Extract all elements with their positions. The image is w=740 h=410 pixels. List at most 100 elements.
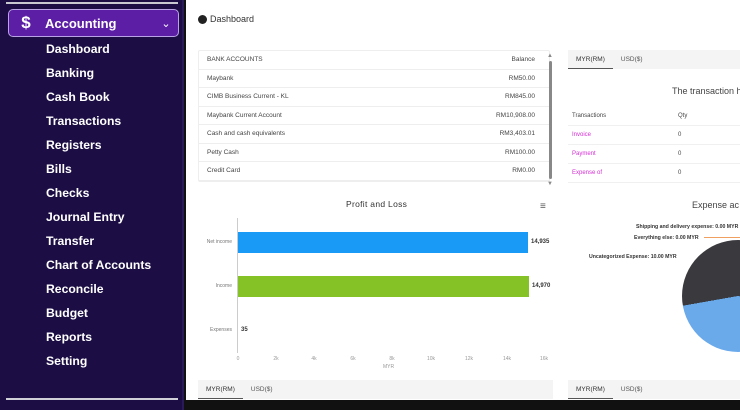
sidebar-item-dashboard[interactable]: Dashboard — [46, 42, 110, 56]
x-tick: 4k — [311, 356, 317, 362]
pie-label: Uncategorized Expense: 10.00 MYR — [589, 254, 677, 260]
tab-usd[interactable]: USD($) — [620, 386, 643, 393]
chart-menu-icon[interactable]: ≡ — [540, 201, 546, 212]
section-label: Accounting — [45, 15, 117, 31]
scroll-thumb[interactable] — [548, 61, 552, 179]
chevron-down-icon[interactable]: ⌄ — [161, 17, 171, 30]
transaction-link[interactable]: Expense of — [572, 170, 603, 176]
divider — [6, 2, 178, 4]
tab-usd[interactable]: USD($) — [250, 386, 273, 393]
value-label: 14,935 — [531, 239, 550, 245]
chart-title: Profit and Loss — [346, 199, 408, 209]
table-row: Expense of 0 — [568, 164, 740, 183]
sidebar-item-checks[interactable]: Checks — [46, 186, 90, 200]
dashboard-icon — [198, 14, 207, 24]
qty: 0 — [678, 132, 682, 138]
account-balance: RM845.00 — [505, 93, 535, 101]
sidebar-section-accounting[interactable]: $ Accounting ⌄ — [8, 9, 179, 37]
table-row[interactable]: Cash and cash equivalents RM3,403.01 — [199, 125, 549, 144]
sidebar-item-cash-book[interactable]: Cash Book — [46, 90, 110, 104]
tab-myr[interactable]: MYR(RM) — [568, 50, 613, 69]
sidebar: $ Accounting ⌄ Dashboard Banking Cash Bo… — [0, 0, 184, 410]
sidebar-item-reconcile[interactable]: Reconcile — [46, 282, 104, 296]
account-name: CIMB Business Current - KL — [207, 93, 289, 101]
account-balance: RM3,403.01 — [499, 130, 535, 138]
pie-label: Shipping and delivery expense: 0.00 MYR — [636, 224, 739, 230]
profit-loss-chart: Net income Income Expenses 14,935 14,970… — [186, 218, 556, 378]
expense-chart-title: Expense ac — [692, 200, 740, 210]
value-label: 14,970 — [532, 283, 551, 289]
account-name: Maybank — [207, 74, 234, 82]
account-name: Maybank Current Account — [207, 111, 282, 119]
transactions-title: The transaction h — [672, 86, 740, 96]
x-tick: 8k — [389, 356, 395, 362]
transactions-table: Transactions Qty Invoice 0 Payment 0 Expens… — [568, 107, 740, 183]
window-edge — [186, 400, 740, 410]
tab-myr[interactable]: MYR(RM) — [568, 380, 613, 399]
x-tick: 2k — [273, 356, 279, 362]
category-label: Expenses — [210, 327, 232, 333]
currency-tabs: MYR(RM) USD($) — [198, 380, 553, 399]
table-row[interactable]: Maybank Current Account RM10,908.00 — [199, 107, 549, 125]
sidebar-item-transfer[interactable]: Transfer — [46, 234, 95, 248]
account-balance: RM100.00 — [505, 148, 535, 156]
account-balance: RM50.00 — [508, 74, 535, 82]
bank-accounts-table: BANK ACCOUNTS Balance Maybank RM50.00 CIM… — [198, 50, 550, 182]
account-name: Petty Cash — [207, 148, 239, 156]
account-balance: RM10,908.00 — [495, 111, 535, 119]
category-label: Net income — [206, 239, 232, 245]
bar-net-income[interactable] — [238, 232, 528, 253]
table-header: Transactions Qty — [568, 107, 740, 126]
sidebar-item-registers[interactable]: Registers — [46, 138, 102, 152]
transaction-link[interactable]: Payment — [572, 151, 596, 157]
sidebar-item-reports[interactable]: Reports — [46, 330, 93, 344]
bar-income[interactable] — [238, 276, 529, 297]
qty: 0 — [678, 170, 682, 176]
account-name: Credit Card — [207, 167, 241, 175]
sidebar-item-setting[interactable]: Setting — [46, 354, 88, 368]
expense-pie-chart[interactable] — [682, 240, 740, 352]
x-tick: 10k — [426, 356, 436, 362]
y-axis — [237, 218, 238, 353]
x-axis-label: MYR — [383, 364, 395, 370]
scroll-down-icon[interactable]: ▼ — [547, 181, 553, 187]
x-tick: 12k — [464, 356, 474, 362]
table-row[interactable]: Maybank RM50.00 — [199, 70, 549, 88]
account-name: Cash and cash equivalents — [207, 130, 286, 138]
breadcrumb: Dashboard — [198, 14, 254, 24]
x-tick: 0 — [236, 356, 240, 362]
divider — [6, 398, 178, 400]
breadcrumb-label[interactable]: Dashboard — [210, 14, 255, 24]
x-tick: 6k — [350, 356, 356, 362]
sidebar-item-chart-of-accounts[interactable]: Chart of Accounts — [46, 258, 152, 272]
sidebar-item-bills[interactable]: Bills — [46, 162, 72, 176]
tab-usd[interactable]: USD($) — [620, 56, 643, 63]
tab-myr[interactable]: MYR(RM) — [198, 380, 243, 399]
column-header: Qty — [678, 113, 688, 119]
sidebar-item-budget[interactable]: Budget — [46, 306, 88, 320]
table-row[interactable]: CIMB Business Current - KL RM845.00 — [199, 88, 549, 107]
column-header: Transactions — [572, 113, 607, 119]
account-balance: RM0.00 — [512, 167, 535, 175]
table-row: Payment 0 — [568, 145, 740, 164]
sidebar-item-transactions[interactable]: Transactions — [46, 114, 122, 128]
pie-leader-line — [704, 237, 740, 238]
value-label: 35 — [241, 327, 248, 333]
category-label: Income — [215, 283, 232, 289]
currency-tabs: MYR(RM) USD($) — [568, 380, 740, 399]
table-row[interactable]: Petty Cash RM100.00 — [199, 144, 549, 162]
column-header-balance: Balance — [511, 56, 536, 64]
sidebar-item-journal-entry[interactable]: Journal Entry — [46, 210, 125, 224]
sidebar-item-banking[interactable]: Banking — [46, 66, 95, 80]
currency-tabs: MYR(RM) USD($) — [568, 50, 740, 69]
scroll-up-icon[interactable]: ▲ — [547, 53, 553, 59]
table-row[interactable]: Credit Card RM0.00 — [199, 162, 549, 181]
scrollbar[interactable]: ▲ ▼ — [546, 52, 554, 188]
qty: 0 — [678, 151, 682, 157]
pie-label: Everything else: 0.00 MYR — [634, 235, 699, 241]
sidebar-menu: Dashboard Banking Cash Book Transactions… — [46, 37, 151, 373]
dollar-icon: $ — [21, 13, 31, 32]
transaction-link[interactable]: Invoice — [572, 132, 592, 138]
column-header-name: BANK ACCOUNTS — [207, 56, 263, 64]
x-tick: 14k — [502, 356, 512, 362]
